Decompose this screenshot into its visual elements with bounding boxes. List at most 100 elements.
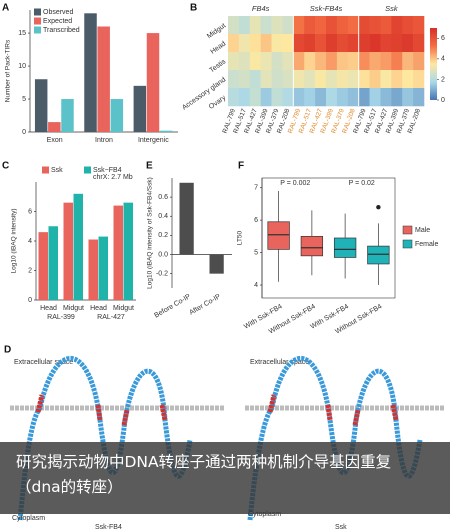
bar [179,182,194,255]
group-title: FB4s [252,4,270,13]
heat-cell [347,52,359,71]
panel-label: A [2,3,9,14]
heat-cell [402,88,414,107]
colorbar-label: 4 [441,56,445,63]
legend-swatch [42,166,49,174]
heat-cell [238,34,251,53]
legend-swatch [34,8,41,16]
panel-label: B [190,3,197,14]
box [333,237,357,258]
y-axis-label: Log10 (iBAQ intensity of Ssk-FB4/Ssk) [147,177,154,289]
diagram-label: Extracellular space [250,359,309,366]
y-tick-label: 5 [254,249,258,256]
annotation: P = 0.02 [349,180,375,187]
colorbar-label: 6 [441,35,445,42]
heat-cell [326,88,338,107]
heat-cell [347,88,359,107]
heat-cell [238,16,251,35]
bar [84,13,97,133]
heat-cell [413,16,425,35]
x-tick-label: After Co-IP [188,293,222,317]
tm-segment [267,394,399,426]
diagram-label: Ssk [335,524,347,531]
panel-label: C [2,161,9,172]
legend-label: Female [415,241,438,248]
heat-cell [358,52,370,71]
legend-label: Male [415,227,430,234]
heat-cell [358,34,370,53]
heat-cell [282,34,294,53]
legend-swatch [34,17,41,25]
legend-label: Expected [43,18,72,25]
y-tick-label: 5 [22,96,26,103]
bar [123,202,133,300]
heat-cell [315,70,327,89]
heat-cell [304,16,316,35]
heat-cell [380,88,392,107]
bar [73,193,83,300]
legend-label: Transcribed [43,27,80,34]
diagram-label: Cytoplasm [248,511,281,518]
x-tick-label: Intergenic [138,137,169,144]
group-label: RAL-399 [47,314,75,321]
heat-cell [380,34,392,53]
y-tick-label: 4 [254,282,258,289]
heat-cell [304,52,316,71]
heat-cell [304,70,316,89]
heat-cell [249,88,261,107]
heat-cell [228,70,240,89]
heat-cell [402,52,414,71]
box [367,245,390,265]
heat-cell [402,34,414,53]
bar [110,99,124,132]
heat-cell [358,88,370,107]
heat-cell [391,34,403,53]
bar [34,79,48,132]
y-tick-label: 0 [22,129,26,136]
y-tick-label: 0.6 [158,194,168,201]
legend-swatch [84,166,91,174]
x-tick-label: Before Co-IP [153,293,192,319]
heat-cell [315,52,327,71]
heat-cell [238,88,251,107]
box [267,221,290,250]
panel-label: F [238,161,244,172]
y-tick-label: 10 [18,63,26,70]
panel-label: E [146,161,153,172]
group-label: RAL-427 [97,314,125,321]
row-label: Testis [209,58,228,74]
heat-cell [249,52,261,71]
heat-cell [358,16,370,35]
heat-cell [293,88,305,107]
panel-label: D [4,345,11,356]
heat-cell [271,88,283,107]
colorbar [430,28,437,100]
bar [88,239,98,300]
bar [48,122,61,132]
heat-cell [249,70,261,89]
y-tick-label: 0 [28,297,32,304]
heat-cell [271,52,283,71]
heat-cell [413,88,425,107]
row-label: Midgut [206,22,227,40]
group-title: Ssk-FB4s [310,4,343,13]
y-tick-label: 7 [254,185,258,192]
heat-cell [282,70,294,89]
tm-segment [35,394,168,426]
heat-cell [282,16,294,35]
legend-swatch [34,26,41,34]
heat-cell [271,16,283,35]
heat-cell [347,16,359,35]
box [300,236,324,257]
heat-cell [413,52,425,71]
heat-cell [238,70,251,89]
heat-cell [369,34,381,53]
heat-cell [391,52,403,71]
bar [209,254,224,274]
heat-cell [282,52,294,71]
heat-cell [260,34,272,53]
heat-cell [413,70,425,89]
heat-cell [293,16,305,35]
heat-cell [249,16,261,35]
